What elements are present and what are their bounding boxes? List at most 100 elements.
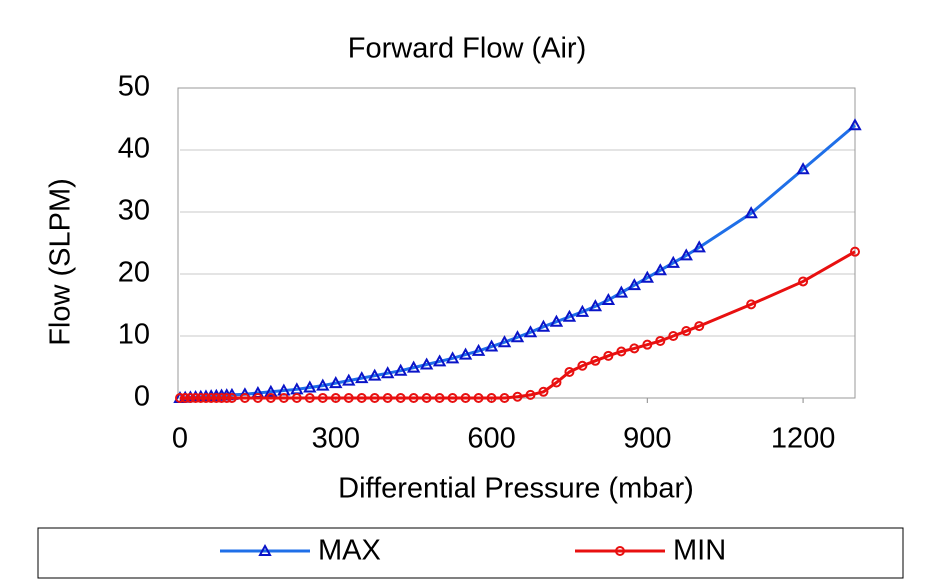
marker	[369, 393, 380, 403]
marker	[575, 304, 590, 317]
marker	[395, 393, 406, 403]
marker	[206, 393, 217, 403]
marker	[484, 339, 499, 352]
marker	[180, 393, 191, 403]
marker	[211, 393, 222, 403]
marker	[562, 309, 577, 322]
marker	[382, 393, 393, 403]
marker	[304, 393, 315, 403]
x-tick-label: 300	[312, 423, 360, 455]
marker	[216, 393, 227, 403]
marker	[746, 299, 757, 310]
legend-label: MAX	[318, 535, 381, 567]
marker	[278, 393, 289, 403]
marker	[525, 389, 536, 400]
legend-label: MIN	[673, 535, 726, 567]
marker	[679, 248, 693, 261]
marker	[356, 393, 367, 403]
marker	[601, 292, 616, 306]
marker	[421, 393, 432, 403]
marker	[473, 393, 484, 403]
marker	[798, 276, 809, 287]
marker	[368, 368, 382, 381]
y-tick-label: 50	[118, 71, 150, 103]
marker	[447, 393, 458, 403]
marker	[185, 393, 196, 403]
marker	[342, 373, 356, 386]
marker	[536, 319, 551, 332]
x-tick-label: 0	[172, 423, 188, 455]
legend-marker	[258, 543, 272, 556]
marker	[419, 357, 434, 370]
y-tick-label: 30	[118, 195, 150, 227]
marker	[850, 246, 860, 257]
marker	[666, 255, 680, 268]
marker	[195, 393, 206, 403]
marker	[510, 330, 525, 343]
marker	[603, 350, 614, 361]
marker	[694, 321, 705, 332]
marker	[538, 386, 549, 397]
marker	[486, 393, 497, 403]
marker	[460, 393, 471, 403]
marker	[497, 335, 512, 348]
legend-box	[37, 527, 904, 579]
marker	[668, 331, 679, 341]
marker	[653, 263, 667, 276]
x-axis-label: Differential Pressure (mbar)	[338, 473, 694, 505]
marker	[629, 343, 640, 354]
marker	[512, 391, 523, 402]
marker	[355, 371, 369, 384]
marker	[291, 393, 302, 403]
marker	[264, 384, 278, 397]
marker	[848, 118, 862, 131]
y-axis-label: Flow (SLPM)	[45, 178, 77, 346]
marker	[265, 393, 276, 403]
marker	[393, 363, 408, 376]
marker	[317, 393, 328, 403]
marker	[744, 206, 758, 219]
y-tick-label: 0	[134, 381, 150, 413]
plot-area	[177, 87, 856, 399]
x-tick-label: 1200	[771, 423, 836, 455]
marker	[627, 278, 642, 291]
series-line	[179, 124, 856, 400]
marker	[226, 393, 237, 403]
marker	[614, 285, 629, 298]
marker	[640, 270, 655, 283]
marker	[175, 393, 185, 403]
marker	[590, 355, 601, 366]
marker	[190, 393, 201, 403]
legend-marker	[615, 546, 625, 556]
marker	[239, 393, 250, 403]
marker	[445, 351, 460, 364]
marker	[252, 393, 263, 403]
marker	[796, 162, 810, 175]
marker	[681, 326, 692, 337]
marker	[642, 339, 653, 350]
marker	[343, 393, 354, 403]
y-tick-label: 20	[118, 257, 150, 289]
marker	[408, 393, 419, 403]
marker	[551, 377, 562, 388]
marker	[692, 240, 706, 253]
marker	[303, 380, 317, 393]
marker	[221, 393, 232, 403]
y-tick-label: 10	[118, 319, 150, 351]
marker	[432, 354, 447, 367]
chart-title: Forward Flow (Air)	[348, 33, 586, 65]
marker	[471, 343, 486, 356]
x-tick-label: 900	[623, 423, 671, 455]
marker	[329, 376, 343, 389]
x-tick-label: 600	[467, 423, 515, 455]
marker	[588, 299, 603, 312]
marker	[434, 393, 445, 403]
y-tick-label: 40	[118, 133, 150, 165]
marker	[655, 335, 666, 346]
marker	[564, 366, 575, 377]
marker	[380, 366, 395, 379]
marker	[406, 360, 421, 373]
marker	[549, 314, 564, 327]
marker	[616, 346, 627, 357]
